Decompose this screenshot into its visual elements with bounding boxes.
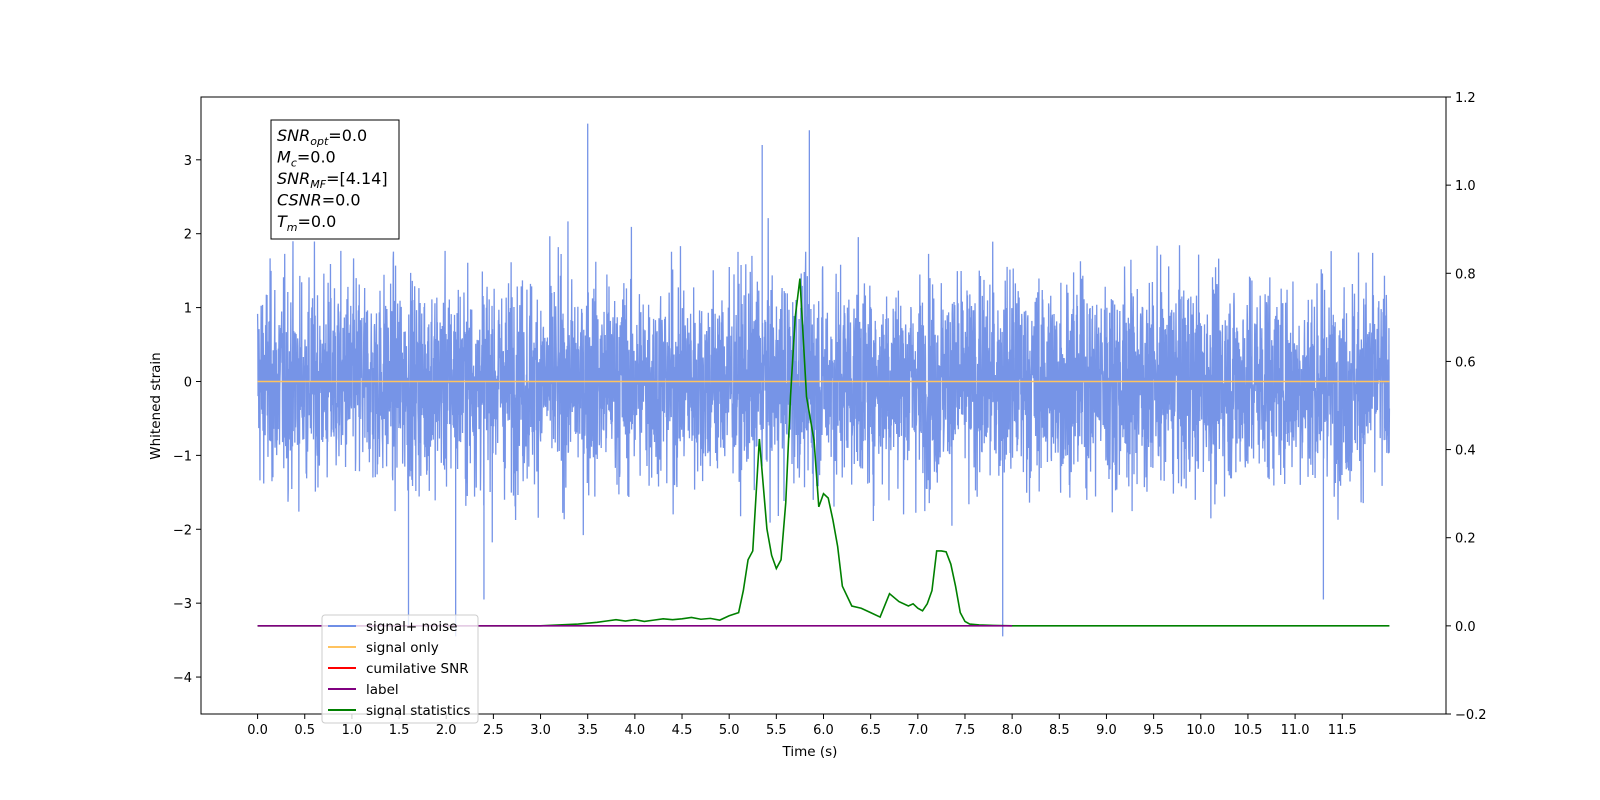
y2-tick-label: 0.8 bbox=[1455, 267, 1476, 282]
series-signal-noise bbox=[256, 123, 1391, 637]
x-tick-label: 0.0 bbox=[247, 723, 268, 738]
x-axis-label: Time (s) bbox=[782, 744, 838, 760]
y-tick-label: 2 bbox=[184, 228, 192, 243]
x-tick-label: 6.0 bbox=[813, 723, 834, 738]
x-tick-label: 1.0 bbox=[342, 723, 363, 738]
x-tick-label: 10.5 bbox=[1233, 723, 1262, 738]
x-tick-label: 8.5 bbox=[1049, 723, 1070, 738]
x-tick-label: 7.5 bbox=[955, 723, 976, 738]
x-tick-label: 5.0 bbox=[719, 723, 740, 738]
y2-tick-label: 0.2 bbox=[1455, 532, 1476, 547]
info-line: Tm=0.0 bbox=[277, 212, 336, 234]
tick-labels: 0.0 0.5 1.0 1.5 2.0 2.5 3.0 3.5 4.0 4.5 5.0 5.5 6.0 6… bbox=[173, 91, 1487, 738]
x-tick-label: 2.0 bbox=[436, 723, 457, 738]
x-tick-label: 3.5 bbox=[577, 723, 598, 738]
y2-tick-label: 1.2 bbox=[1455, 91, 1476, 106]
x-tick-label: 2.5 bbox=[483, 723, 504, 738]
x-tick-label: 10.0 bbox=[1186, 723, 1215, 738]
info-box-frame bbox=[270, 119, 400, 240]
x-tick-label: 8.0 bbox=[1002, 723, 1023, 738]
x-tick-label: 11.0 bbox=[1281, 723, 1310, 738]
y2-tick-label: −0.2 bbox=[1455, 708, 1487, 723]
info-line: Mc=0.0 bbox=[277, 148, 336, 170]
x-tick-label: 5.5 bbox=[766, 723, 787, 738]
legend-label: signal only bbox=[366, 640, 439, 656]
y-tick-label: 3 bbox=[184, 154, 192, 169]
y-tick-label: −3 bbox=[173, 597, 192, 612]
y2-tick-label: 0.6 bbox=[1455, 355, 1476, 370]
x-tick-label: 4.0 bbox=[625, 723, 646, 738]
x-tick-label: 9.0 bbox=[1096, 723, 1117, 738]
x-tick-label: 7.0 bbox=[907, 723, 928, 738]
x-tick-label: 11.5 bbox=[1328, 723, 1357, 738]
x-tick-label: 4.5 bbox=[672, 723, 693, 738]
x-tick-label: 3.0 bbox=[530, 723, 551, 738]
x-tick-label: 0.5 bbox=[294, 723, 315, 738]
series-signal-statistics bbox=[257, 278, 1390, 627]
y-tick-label: −4 bbox=[173, 671, 192, 686]
y2-tick-label: 0.0 bbox=[1455, 620, 1476, 635]
legend-frame bbox=[321, 614, 479, 724]
plot-area bbox=[256, 123, 1391, 637]
y-tick-label: −1 bbox=[173, 449, 192, 464]
y2-tick-label: 1.0 bbox=[1455, 179, 1476, 194]
x-tick-label: 6.5 bbox=[860, 723, 881, 738]
info-line: SNRopt=0.0 bbox=[277, 126, 367, 148]
y-tick-label: 0 bbox=[184, 375, 192, 390]
x-tick-label: 9.5 bbox=[1143, 723, 1164, 738]
legend-label: signal+ noise bbox=[366, 619, 457, 635]
legend-label: signal statistics bbox=[366, 703, 470, 719]
y-tick-label: −2 bbox=[173, 523, 192, 538]
y-axis-label: Whitened strain bbox=[148, 352, 164, 459]
y2-tick-label: 0.4 bbox=[1455, 444, 1476, 459]
info-line: CSNR=0.0 bbox=[277, 191, 361, 210]
y-tick-label: 1 bbox=[184, 302, 192, 317]
x-tick-label: 1.5 bbox=[389, 723, 410, 738]
legend-label: label bbox=[366, 682, 399, 698]
legend: signal+ noise signal only cumilative SNR la… bbox=[321, 614, 479, 724]
info-line: SNRMF=[4.14] bbox=[277, 169, 388, 191]
legend-label: cumilative SNR bbox=[366, 661, 469, 677]
